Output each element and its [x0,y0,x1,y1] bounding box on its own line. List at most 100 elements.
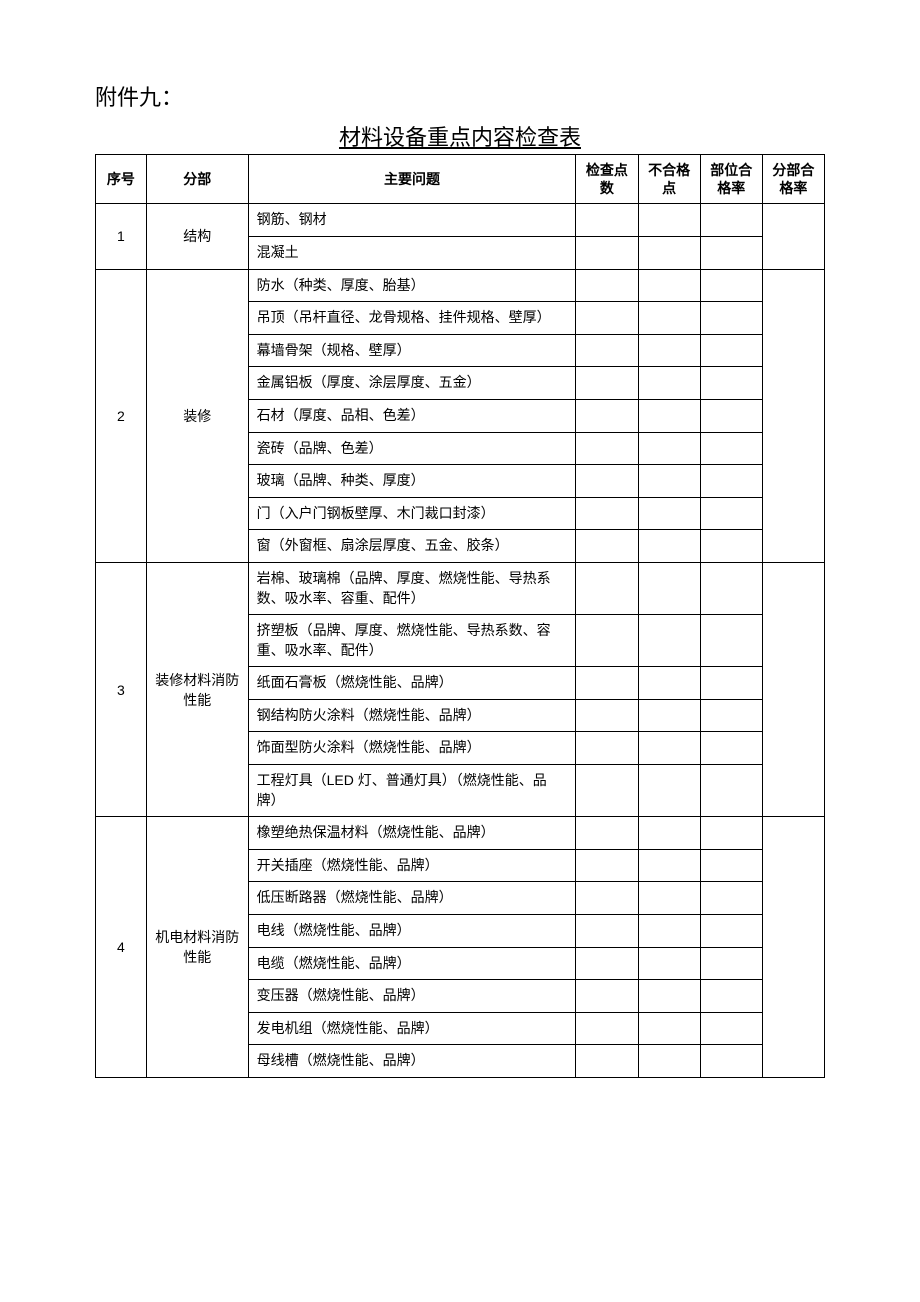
cell-issue: 幕墙骨架（规格、壁厚） [248,334,576,367]
cell-unit-pass-rate [700,947,762,980]
cell-issue: 橡塑绝热保温材料（燃烧性能、品牌） [248,817,576,850]
cell-fail-points [638,367,700,400]
cell-unit-pass-rate [700,817,762,850]
cell-check-points [576,882,638,915]
cell-fail-points [638,399,700,432]
cell-check-points [576,204,638,237]
cell-fail-points [638,915,700,948]
cell-issue: 门（入户门钢板壁厚、木门裁口封漆） [248,497,576,530]
cell-fail-points [638,432,700,465]
cell-check-points [576,432,638,465]
cell-unit-pass-rate [700,334,762,367]
cell-unit-pass-rate [700,1012,762,1045]
cell-unit-pass-rate [700,980,762,1013]
cell-check-points [576,530,638,563]
cell-unit-pass-rate [700,530,762,563]
cell-issue: 饰面型防火涂料（燃烧性能、品牌） [248,732,576,765]
cell-fail-points [638,817,700,850]
cell-fail-points [638,732,700,765]
cell-check-points [576,399,638,432]
cell-fail-points [638,497,700,530]
cell-fail-points [638,204,700,237]
cell-check-points [576,817,638,850]
header-section: 分部 [146,155,248,204]
cell-issue: 钢结构防火涂料（燃烧性能、品牌） [248,699,576,732]
cell-check-points [576,497,638,530]
cell-issue: 电缆（燃烧性能、品牌） [248,947,576,980]
cell-issue: 母线槽（燃烧性能、品牌） [248,1045,576,1078]
cell-issue: 开关插座（燃烧性能、品牌） [248,849,576,882]
cell-check-points [576,236,638,269]
cell-part-pass-rate [762,269,824,562]
inspection-table: 序号 分部 主要问题 检查点数 不合格点 部位合格率 分部合格率 1结构钢筋、钢… [95,154,825,1078]
cell-fail-points [638,947,700,980]
cell-unit-pass-rate [700,204,762,237]
cell-check-points [576,947,638,980]
cell-seq: 1 [96,204,147,269]
cell-unit-pass-rate [700,699,762,732]
cell-section: 装修材料消防性能 [146,562,248,816]
cell-fail-points [638,236,700,269]
header-unit-pass-rate: 部位合格率 [700,155,762,204]
cell-check-points [576,269,638,302]
cell-check-points [576,615,638,667]
cell-fail-points [638,1045,700,1078]
cell-unit-pass-rate [700,615,762,667]
header-fail-points: 不合格点 [638,155,700,204]
cell-check-points [576,915,638,948]
cell-check-points [576,302,638,335]
cell-check-points [576,667,638,700]
cell-issue: 纸面石膏板（燃烧性能、品牌） [248,667,576,700]
cell-unit-pass-rate [700,915,762,948]
cell-unit-pass-rate [700,732,762,765]
cell-issue: 瓷砖（品牌、色差） [248,432,576,465]
cell-check-points [576,334,638,367]
cell-issue: 窗（外窗框、扇涂层厚度、五金、胶条） [248,530,576,563]
cell-issue: 石材（厚度、品相、色差） [248,399,576,432]
cell-unit-pass-rate [700,399,762,432]
cell-fail-points [638,765,700,817]
cell-unit-pass-rate [700,497,762,530]
cell-issue: 吊顶（吊杆直径、龙骨规格、挂件规格、壁厚） [248,302,576,335]
cell-fail-points [638,334,700,367]
cell-fail-points [638,302,700,335]
cell-issue: 钢筋、钢材 [248,204,576,237]
cell-fail-points [638,530,700,563]
cell-check-points [576,849,638,882]
cell-fail-points [638,667,700,700]
cell-unit-pass-rate [700,849,762,882]
header-check-points: 检查点数 [576,155,638,204]
cell-check-points [576,699,638,732]
cell-fail-points [638,980,700,1013]
table-row: 4机电材料消防性能橡塑绝热保温材料（燃烧性能、品牌） [96,817,825,850]
cell-fail-points [638,465,700,498]
cell-issue: 变压器（燃烧性能、品牌） [248,980,576,1013]
cell-check-points [576,367,638,400]
cell-unit-pass-rate [700,432,762,465]
cell-check-points [576,980,638,1013]
cell-unit-pass-rate [700,465,762,498]
header-issue: 主要问题 [248,155,576,204]
table-row: 2装修防水（种类、厚度、胎基） [96,269,825,302]
header-part-pass-rate: 分部合格率 [762,155,824,204]
cell-unit-pass-rate [700,882,762,915]
cell-check-points [576,562,638,614]
cell-part-pass-rate [762,562,824,816]
table-row: 3装修材料消防性能岩棉、玻璃棉（品牌、厚度、燃烧性能、导热系数、吸水率、容重、配… [96,562,825,614]
cell-seq: 2 [96,269,147,562]
cell-section: 机电材料消防性能 [146,817,248,1078]
cell-part-pass-rate [762,817,824,1078]
cell-check-points [576,732,638,765]
cell-seq: 3 [96,562,147,816]
cell-check-points [576,1012,638,1045]
cell-fail-points [638,849,700,882]
attachment-label: 附件九： [95,80,825,112]
cell-unit-pass-rate [700,765,762,817]
cell-unit-pass-rate [700,667,762,700]
cell-issue: 防水（种类、厚度、胎基） [248,269,576,302]
cell-unit-pass-rate [700,562,762,614]
cell-seq: 4 [96,817,147,1078]
cell-fail-points [638,269,700,302]
cell-issue: 工程灯具（LED 灯、普通灯具）（燃烧性能、品牌） [248,765,576,817]
cell-fail-points [638,882,700,915]
